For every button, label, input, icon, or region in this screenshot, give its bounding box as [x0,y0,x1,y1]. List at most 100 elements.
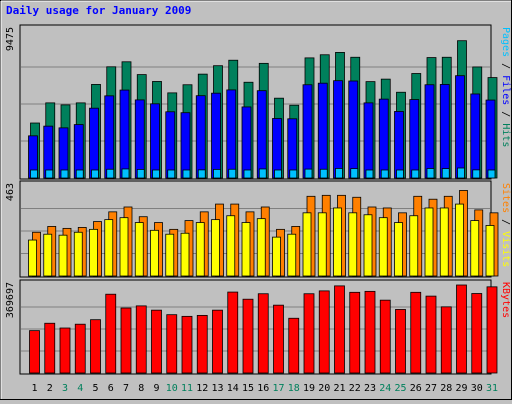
bar-pages-19 [304,168,313,179]
kbytes-panel-legend: KBytes [500,282,511,318]
bar-files-28 [439,84,450,179]
bar-files-8 [134,99,145,179]
bar-files-10 [165,111,176,179]
bar-sites-11 [180,232,190,277]
bar-sites-10 [165,233,175,277]
x-tick-label-30: 30 [471,383,483,394]
bar-sites-14 [226,215,236,277]
bar-pages-12 [197,169,206,179]
x-tick-label-2: 2 [47,383,53,394]
x-tick-label-14: 14 [227,383,239,394]
x-tick-label-3: 3 [62,383,68,394]
legend-pages: Pages [500,27,511,57]
legend-kbytes: KBytes [500,282,511,318]
bar-files-19 [302,84,313,179]
bar-sites-27 [424,207,434,277]
bar-sites-5 [89,228,98,277]
bar-sites-7 [119,217,129,277]
bar-sites-3 [58,234,68,277]
bar-files-14 [226,89,237,179]
bar-sites-4 [73,231,83,277]
bar-pages-27 [426,168,435,179]
x-tick-label-7: 7 [123,383,129,394]
x-tick-label-29: 29 [455,383,467,394]
bar-sites-8 [134,222,144,277]
bar-pages-30 [472,169,481,179]
bar-pages-21 [335,168,343,179]
bar-files-30 [470,93,481,179]
bar-pages-2 [45,169,54,179]
bar-pages-20 [319,168,328,179]
bar-sites-17 [272,236,281,277]
bar-pages-3 [60,169,69,179]
bar-sites-25 [394,222,403,277]
bar-pages-23 [365,169,374,179]
bar-kbytes-15 [242,298,254,374]
bar-kbytes-9 [151,309,162,374]
x-tick-label-28: 28 [440,383,452,394]
kbytes-panel-ymax-label: 369697 [5,282,16,318]
bar-files-25 [394,111,404,179]
bar-sites-29 [455,203,464,277]
x-tick-label-21: 21 [333,383,345,394]
visits-panel-legend: Sites / Visits [500,183,511,267]
x-tick-label-16: 16 [257,383,269,394]
bar-pages-14 [228,168,237,179]
x-tick-label-31: 31 [486,383,498,394]
bar-kbytes-29 [456,284,467,374]
bar-kbytes-17 [273,304,284,374]
bar-sites-12 [195,222,205,277]
bar-kbytes-6 [105,293,117,374]
bar-pages-6 [106,168,115,179]
x-tick-label-20: 20 [318,383,330,394]
x-tick-label-19: 19 [303,383,315,394]
bar-kbytes-13 [212,309,223,374]
bar-sites-13 [211,219,220,277]
bar-sites-9 [150,229,159,277]
bar-pages-17 [274,169,282,179]
x-tick-label-15: 15 [242,383,254,394]
x-tick-label-4: 4 [77,383,83,394]
bar-sites-6 [104,219,114,277]
bar-kbytes-5 [90,319,101,374]
bar-sites-23 [363,214,373,277]
bar-kbytes-26 [410,291,422,374]
bar-pages-7 [121,168,130,179]
bar-files-12 [195,95,206,179]
bar-sites-26 [409,215,419,277]
bar-pages-8 [136,169,145,179]
bar-kbytes-24 [379,299,391,374]
bar-kbytes-28 [440,306,452,374]
bar-kbytes-3 [59,327,71,374]
x-tick-label-25: 25 [394,383,406,394]
bar-files-21 [333,80,343,179]
legend-sites: Sites [500,183,511,213]
bar-files-20 [317,82,328,179]
legend-visits: Visits [500,231,511,267]
x-tick-label-17: 17 [272,383,284,394]
bar-kbytes-4 [74,323,86,374]
bar-pages-4 [75,169,84,179]
bar-pages-28 [441,168,450,179]
bar-sites-2 [43,233,53,277]
bar-pages-11 [182,169,191,179]
x-tick-label-10: 10 [166,383,178,394]
bar-sites-15 [241,222,251,277]
bar-kbytes-2 [44,322,56,374]
bar-files-9 [150,103,160,179]
x-tick-label-5: 5 [92,383,98,394]
legend-files: Files [500,75,511,105]
bar-pages-26 [411,169,420,179]
x-tick-label-6: 6 [108,383,114,394]
bar-files-23 [363,102,374,179]
bar-files-7 [119,89,130,179]
bar-sites-24 [378,217,388,277]
x-tick-label-27: 27 [425,383,437,394]
bar-files-18 [287,118,298,179]
x-tick-label-26: 26 [410,383,422,394]
x-tick-label-9: 9 [153,383,159,394]
bar-kbytes-12 [196,314,208,374]
bar-sites-16 [256,218,266,277]
